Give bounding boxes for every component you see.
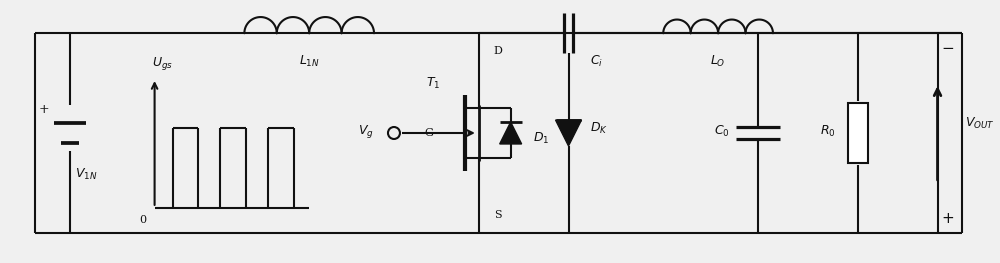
Text: $V_{1N}$: $V_{1N}$ bbox=[75, 167, 97, 183]
Polygon shape bbox=[556, 120, 581, 146]
Text: $U_{gs}$: $U_{gs}$ bbox=[152, 55, 173, 72]
Text: $D_1$: $D_1$ bbox=[533, 130, 549, 145]
Text: S: S bbox=[494, 210, 501, 220]
Bar bbox=[848, 103, 868, 163]
Text: 0: 0 bbox=[139, 215, 146, 225]
Polygon shape bbox=[500, 122, 522, 144]
Text: $+$: $+$ bbox=[941, 212, 954, 226]
Text: G: G bbox=[424, 128, 433, 138]
Text: $D_K$: $D_K$ bbox=[590, 120, 608, 135]
Text: $L_O$: $L_O$ bbox=[710, 54, 726, 69]
Text: $R_0$: $R_0$ bbox=[820, 123, 836, 139]
Text: $T_1$: $T_1$ bbox=[426, 75, 441, 91]
Text: $L_{1N}$: $L_{1N}$ bbox=[299, 54, 320, 69]
Text: $C_i$: $C_i$ bbox=[590, 54, 603, 69]
Text: $V_{OUT}$: $V_{OUT}$ bbox=[965, 115, 995, 130]
Text: $-$: $-$ bbox=[941, 40, 954, 54]
Text: D: D bbox=[494, 46, 503, 56]
Text: $V_g$: $V_g$ bbox=[358, 123, 374, 139]
Text: +: + bbox=[39, 103, 49, 115]
Text: $C_0$: $C_0$ bbox=[714, 123, 730, 139]
